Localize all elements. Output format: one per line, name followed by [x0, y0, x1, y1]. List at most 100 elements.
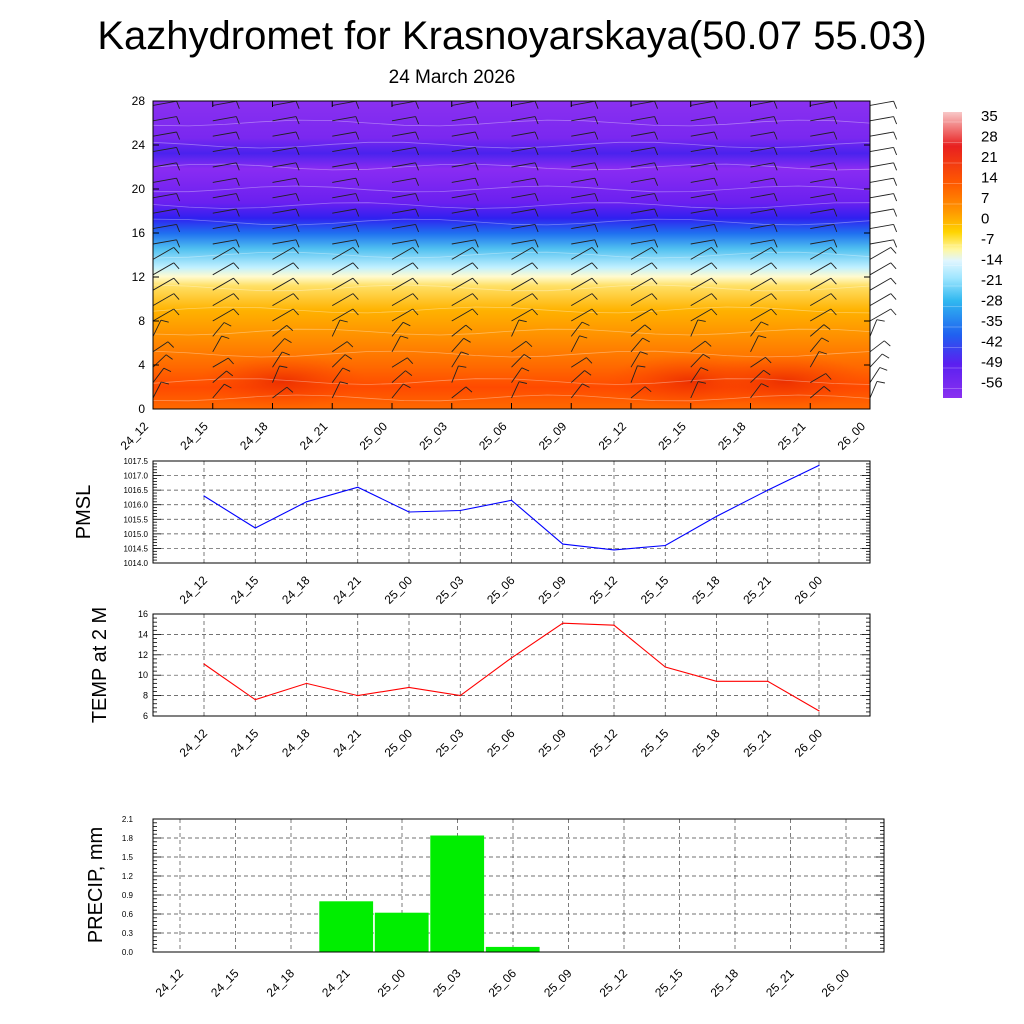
wind-barb [511, 131, 536, 137]
wind-barb-flag [295, 193, 300, 202]
y-tick-label: 0.0 [122, 948, 134, 957]
wind-barb-flag [474, 178, 479, 186]
wind-barb-flag [415, 208, 420, 217]
wind-barb-flag [403, 383, 411, 389]
wind-barb [690, 146, 715, 153]
wind-barb-flag [415, 147, 420, 156]
x-tick-label: 25_03 [416, 419, 450, 453]
wind-barb [152, 100, 177, 106]
wind-barb [391, 357, 408, 368]
wind-barb [152, 193, 177, 199]
wind-barb-flag [758, 335, 767, 339]
wind-barb-flag [235, 239, 240, 248]
wind-barb [212, 239, 237, 245]
wind-barb [212, 262, 234, 276]
wind-barb-flag [415, 101, 420, 109]
wind-barb [750, 247, 772, 260]
wind-barb [451, 293, 473, 306]
wind-barb-flag [763, 369, 771, 376]
wind-barb-flag [355, 131, 360, 140]
x-tick-label: 24_18 [264, 966, 298, 1000]
wind-barb [750, 208, 775, 214]
y-tick-label: 6 [143, 711, 148, 721]
wind-barb-flag [292, 247, 299, 254]
wind-barb [152, 320, 162, 337]
wind-barb [690, 116, 715, 122]
wind-barb [451, 262, 473, 276]
wind-barb-flag [644, 324, 652, 331]
wind-barb-flag [176, 239, 181, 248]
wind-barb-flag [176, 147, 181, 156]
x-tick-label: 25_12 [587, 726, 621, 760]
wind-barb-flag [637, 365, 646, 368]
colorbar-label: 14 [981, 170, 998, 187]
x-tick-label: 25_15 [652, 966, 686, 1000]
x-tick-label: 25_21 [775, 419, 809, 453]
contour-line [152, 378, 871, 385]
precip-bar [430, 835, 485, 952]
wind-barb [630, 351, 641, 368]
wind-barb-flag [176, 224, 181, 233]
wind-barb [869, 193, 894, 199]
wind-barb-flag [173, 293, 180, 300]
wind-barb-flag [654, 224, 659, 233]
data-point [357, 695, 359, 697]
y-tick-label: 0.6 [122, 910, 134, 919]
wind-barb [212, 370, 227, 383]
wind-barb [571, 100, 595, 106]
wind-barb [272, 247, 294, 260]
x-tick-label: 25_06 [476, 419, 510, 453]
wind-barb [272, 146, 297, 153]
wind-barb [212, 383, 225, 399]
wind-barb-flag [654, 193, 659, 202]
wind-barb [391, 193, 416, 199]
wind-barb-flag [711, 247, 718, 254]
wind-barb-flag [833, 162, 838, 171]
wind-barb [750, 369, 764, 383]
contour-line [152, 350, 871, 358]
y-tick-label: 1016.0 [124, 501, 149, 510]
y-tick-label: 28 [132, 94, 146, 108]
wind-barb-flag [654, 116, 659, 125]
wind-barb [152, 239, 177, 245]
wind-barb [511, 208, 536, 214]
x-tick-label: 25_00 [382, 726, 416, 760]
wind-barb [571, 277, 593, 291]
wind-barb-flag [700, 367, 709, 372]
wind-barb [630, 277, 653, 291]
data-point [254, 527, 256, 529]
wind-barb [451, 100, 476, 106]
wind-barb-flag [713, 116, 718, 125]
wind-barb [152, 208, 177, 214]
wind-barb [152, 131, 177, 137]
wind-barb-flag [534, 224, 539, 233]
wind-barb-flag [654, 101, 659, 109]
wind-barb-flag [355, 101, 360, 109]
wind-barb [272, 208, 297, 214]
wind-barb-flag [352, 308, 359, 316]
wind-barb [451, 193, 476, 199]
wind-barb [152, 262, 175, 276]
wind-barb-flag [713, 162, 718, 171]
wind-barb [451, 116, 476, 122]
wind-barb [391, 370, 406, 383]
wind-barb [332, 100, 356, 106]
wind-barb [152, 223, 177, 230]
wind-barb-flag [594, 208, 599, 217]
wind-barb-flag [412, 293, 419, 300]
wind-barb [630, 208, 655, 214]
wind-barb [750, 131, 775, 137]
y-tick-label: 8 [138, 314, 145, 328]
wind-barb-flag [415, 162, 420, 171]
wind-barb-flag [223, 322, 232, 327]
wind-barb [152, 381, 162, 399]
y-tick-label: 24 [132, 138, 146, 152]
y-tick-label: 12 [132, 270, 146, 284]
wind-barb [511, 162, 536, 168]
wind-barb [152, 247, 175, 260]
wind-barb [391, 308, 414, 322]
colorbar-label: 21 [981, 149, 998, 166]
wind-barb-flag [711, 277, 718, 285]
x-tick-label: 26_00 [819, 966, 853, 1000]
wind-barb [809, 351, 820, 368]
